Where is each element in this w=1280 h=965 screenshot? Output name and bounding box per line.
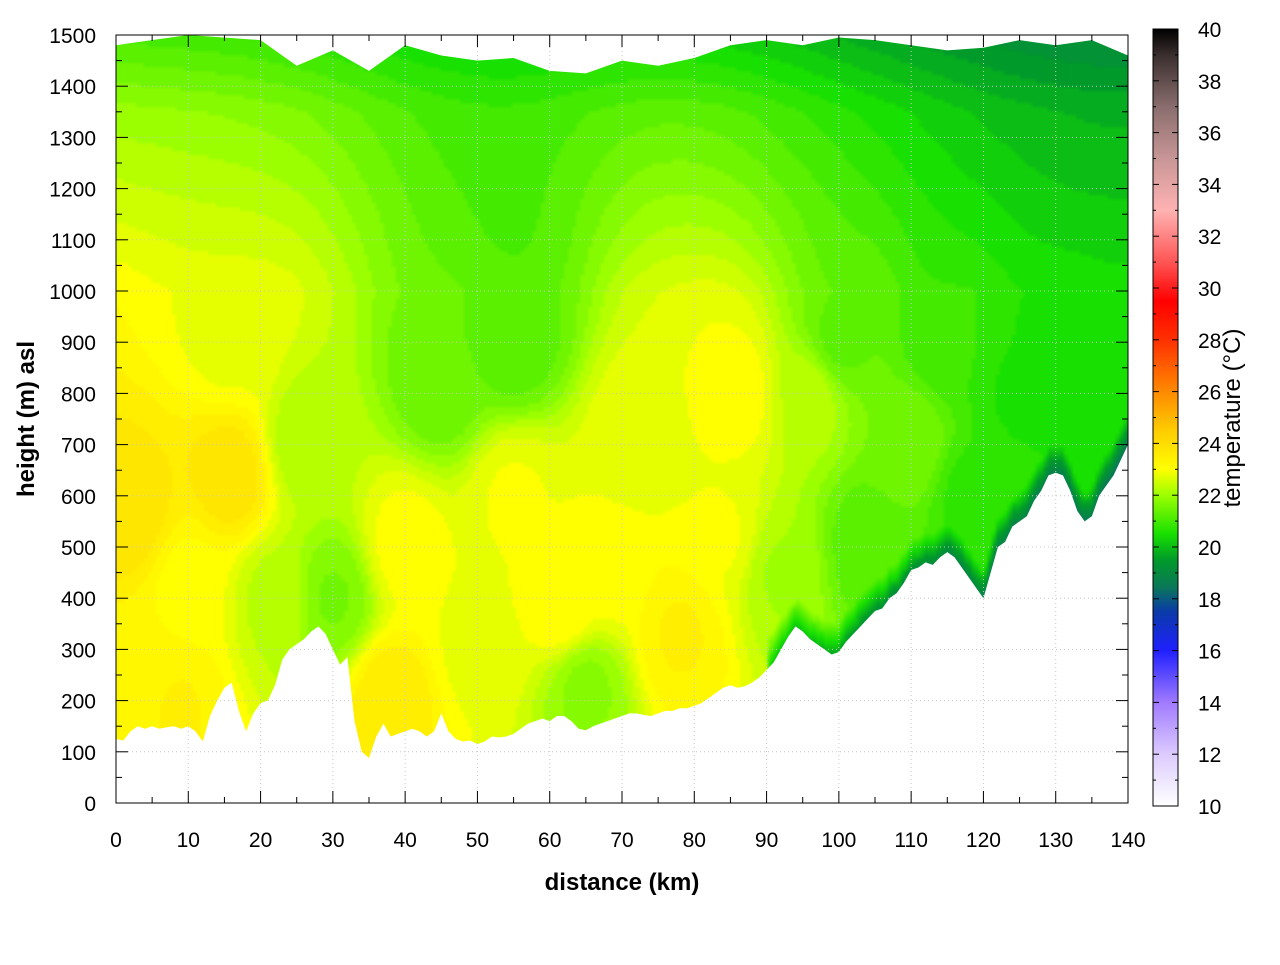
y-tick-label: 1200 [49, 179, 96, 202]
y-tick-label: 0 [84, 793, 96, 816]
colorbar-tick-label: 36 [1198, 123, 1221, 146]
grid-lines [116, 35, 1128, 803]
x-tick-label: 120 [966, 829, 1001, 852]
colorbar-tick-label: 18 [1198, 589, 1221, 612]
y-tick-label: 700 [61, 435, 96, 458]
colorbar-tick-label: 22 [1198, 485, 1221, 508]
colorbar-ticks: 10 12 14 16 18 20 22 24 26 28 30 32 34 36 38 40 [1153, 19, 1222, 819]
colorbar-tick-label: 26 [1198, 382, 1221, 405]
colorbar-tick-label: 40 [1198, 19, 1221, 42]
colorbar-tick-label: 14 [1198, 692, 1222, 715]
x-tick-label: 70 [610, 829, 633, 852]
x-tick-label: 130 [1038, 829, 1073, 852]
colorbar-tick-label: 32 [1198, 226, 1221, 249]
colorbar-title: temperature (°C) [1219, 329, 1246, 508]
y-tick-label: 1000 [49, 281, 96, 304]
colorbar-tick-label: 12 [1198, 744, 1221, 767]
y-tick-label: 1500 [49, 25, 96, 48]
colorbar-tick-label: 34 [1198, 174, 1222, 197]
y-tick-label: 1400 [49, 76, 96, 99]
x-tick-label: 0 [110, 829, 122, 852]
colorbar-tick-label: 28 [1198, 330, 1221, 353]
x-axis: 0 10 20 30 40 50 60 70 80 90 100 110 120 130 140 [110, 35, 1146, 852]
y-tick-label: 800 [61, 383, 96, 406]
colorbar: 10 12 14 16 18 20 22 24 26 28 30 32 34 36 38 40 tempera… [1152, 19, 1246, 819]
x-tick-label: 110 [894, 829, 927, 852]
colorbar-fill [1152, 28, 1179, 807]
x-tick-label: 140 [1110, 829, 1145, 852]
y-tick-label: 1100 [51, 230, 96, 253]
colorbar-tick-label: 24 [1198, 433, 1222, 456]
x-tick-label: 90 [755, 829, 778, 852]
x-tick-label: 50 [466, 829, 489, 852]
y-tick-label: 200 [61, 691, 96, 714]
x-tick-label: 80 [683, 829, 706, 852]
y-tick-label: 100 [61, 742, 96, 765]
colorbar-tick-label: 30 [1198, 278, 1221, 301]
y-tick-label: 400 [61, 588, 96, 611]
x-tick-label: 100 [821, 829, 856, 852]
x-tick-label: 20 [249, 829, 272, 852]
colorbar-tick-label: 20 [1198, 537, 1221, 560]
colorbar-tick-label: 16 [1198, 641, 1221, 664]
y-axis: 0 100 200 300 400 500 600 700 800 900 1000 1100 1200… [49, 25, 1128, 816]
y-tick-label: 600 [61, 486, 96, 509]
colorbar-tick-label: 38 [1198, 71, 1221, 94]
x-tick-label: 30 [321, 829, 344, 852]
x-tick-label: 60 [538, 829, 561, 852]
x-axis-title: distance (km) [545, 869, 700, 896]
x-tick-label: 40 [393, 829, 416, 852]
x-tick-label: 10 [177, 829, 200, 852]
y-tick-label: 900 [61, 332, 96, 355]
y-axis-title: height (m) asl [13, 341, 40, 497]
y-tick-label: 300 [61, 639, 96, 662]
colorbar-tick-label: 10 [1198, 796, 1221, 819]
y-tick-label: 500 [61, 537, 96, 560]
y-tick-label: 1300 [49, 127, 96, 150]
